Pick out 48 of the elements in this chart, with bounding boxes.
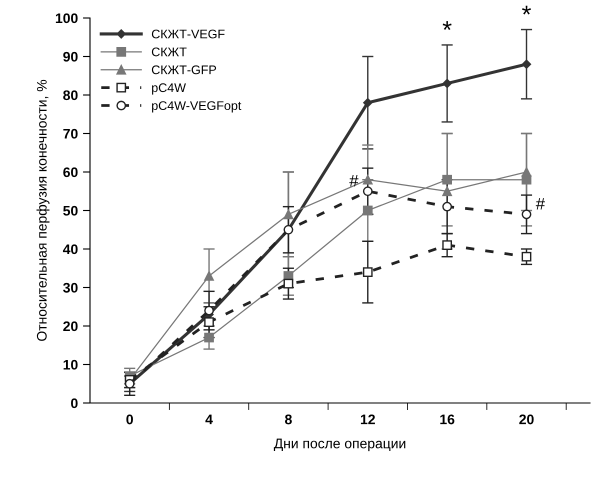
x-tick-label: 8	[284, 414, 292, 424]
y-tick-label: 20	[63, 321, 78, 332]
annotation: #	[349, 175, 358, 186]
point	[442, 78, 452, 88]
x-tick-label: 4	[205, 414, 213, 424]
point	[522, 60, 532, 69]
y-tick-label: 40	[62, 244, 78, 254]
point	[362, 174, 373, 185]
legend-label: СКЖТ	[152, 47, 187, 56]
point	[522, 167, 532, 177]
x-tick-label: 20	[519, 414, 534, 424]
point	[204, 271, 214, 281]
point	[442, 202, 452, 212]
point	[442, 186, 452, 196]
y-tick-label: 70	[63, 128, 78, 139]
point	[442, 240, 452, 250]
point	[204, 317, 214, 328]
y-tick-label: 90	[63, 52, 78, 62]
y-tick-label: 80	[63, 90, 78, 100]
point	[362, 186, 373, 196]
point	[362, 206, 373, 216]
point	[363, 98, 372, 108]
x-axis-title: Дни после операции	[274, 438, 406, 452]
legend-label: СКЖТ-VEGF	[152, 30, 225, 38]
y-tick-label: 100	[56, 13, 78, 24]
point	[522, 209, 532, 220]
y-tick-label: 0	[71, 398, 78, 408]
point	[362, 267, 373, 277]
annotation: #	[536, 198, 545, 210]
point	[204, 332, 214, 342]
point	[284, 209, 294, 220]
x-tick-label: 0	[126, 414, 133, 424]
annotation: *	[442, 21, 452, 30]
point	[284, 278, 294, 289]
point	[522, 252, 532, 262]
y-tick-label: 50	[63, 206, 78, 216]
y-tick-label: 10	[64, 360, 78, 370]
y-tick-label: 30	[63, 282, 78, 293]
annotation: *	[522, 6, 531, 15]
point	[204, 306, 214, 316]
point	[442, 174, 452, 185]
legend-label: pC4W-VEGFopt	[152, 101, 242, 113]
legend-label: pC4W	[152, 83, 186, 95]
x-tick-label: 16	[440, 414, 454, 424]
legend-label: СКЖТ-GFP	[152, 65, 216, 74]
y-tick-label: 60	[63, 167, 78, 178]
y-axis-title: Относительная перфузия конечности, %	[36, 80, 50, 341]
x-tick-label: 12	[360, 414, 375, 424]
